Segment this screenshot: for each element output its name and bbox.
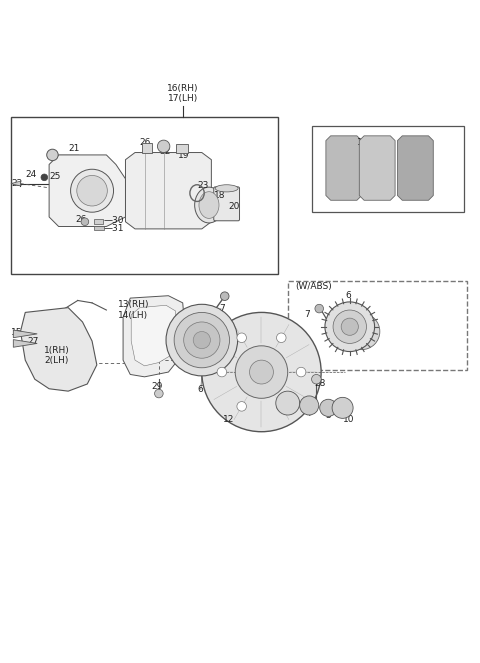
Circle shape (235, 346, 288, 398)
Circle shape (81, 218, 89, 225)
Text: 13(RH)
14(LH): 13(RH) 14(LH) (118, 300, 150, 320)
Text: 3: 3 (325, 412, 331, 420)
Text: 8: 8 (202, 318, 207, 326)
Text: 20: 20 (228, 202, 240, 211)
Ellipse shape (215, 185, 238, 192)
Text: 7: 7 (219, 304, 225, 313)
Ellipse shape (195, 187, 223, 223)
Text: 21: 21 (68, 144, 80, 152)
Circle shape (332, 397, 353, 418)
Text: 16(RH)
17(LH): 16(RH) 17(LH) (167, 84, 199, 103)
Circle shape (341, 318, 359, 335)
Polygon shape (397, 136, 433, 200)
Text: 6: 6 (197, 385, 203, 394)
Bar (176, 144, 188, 152)
Circle shape (202, 312, 321, 432)
Polygon shape (13, 330, 37, 337)
Polygon shape (125, 152, 211, 229)
Text: 5: 5 (168, 349, 174, 357)
Circle shape (276, 333, 286, 343)
Text: 32: 32 (159, 147, 170, 156)
Circle shape (325, 302, 374, 351)
Circle shape (157, 140, 170, 152)
FancyBboxPatch shape (288, 281, 467, 370)
Text: 28: 28 (314, 379, 325, 388)
Text: 24: 24 (25, 170, 36, 178)
Bar (142, 143, 152, 152)
Circle shape (184, 322, 220, 358)
Polygon shape (123, 296, 185, 377)
Circle shape (312, 375, 321, 384)
Text: 15: 15 (11, 328, 23, 337)
Text: 29: 29 (152, 382, 163, 391)
Text: 22: 22 (11, 179, 22, 188)
Text: 4: 4 (306, 409, 312, 418)
Text: 25: 25 (49, 172, 60, 181)
Circle shape (41, 174, 48, 181)
Circle shape (220, 292, 229, 300)
Text: 26: 26 (75, 215, 87, 224)
FancyBboxPatch shape (214, 187, 240, 221)
Text: 27: 27 (28, 337, 39, 346)
Circle shape (344, 314, 380, 349)
Circle shape (237, 333, 246, 343)
Circle shape (71, 169, 114, 212)
Circle shape (47, 149, 58, 160)
Text: 9: 9 (284, 404, 289, 413)
Circle shape (193, 332, 210, 349)
Circle shape (166, 304, 238, 376)
Circle shape (300, 396, 319, 415)
Text: 11: 11 (357, 139, 369, 147)
Circle shape (315, 304, 324, 313)
Text: 10: 10 (343, 415, 354, 424)
Text: 12: 12 (223, 415, 235, 424)
Polygon shape (360, 136, 395, 200)
Circle shape (333, 310, 366, 343)
Polygon shape (131, 305, 177, 366)
Polygon shape (21, 308, 97, 391)
Text: 19: 19 (178, 151, 190, 160)
Circle shape (296, 367, 306, 377)
Text: (W/ABS): (W/ABS) (295, 282, 332, 290)
Text: 18: 18 (214, 192, 225, 200)
Text: 6: 6 (345, 291, 351, 300)
Bar (95, 226, 104, 230)
Circle shape (217, 367, 227, 377)
Bar (95, 219, 103, 223)
Text: —31: —31 (104, 224, 124, 233)
Text: 23: 23 (197, 182, 208, 190)
Circle shape (77, 176, 108, 206)
Circle shape (276, 391, 300, 415)
Polygon shape (11, 181, 21, 186)
Bar (11, 117, 278, 274)
Ellipse shape (199, 192, 219, 218)
Polygon shape (326, 136, 362, 200)
Circle shape (320, 399, 337, 416)
Text: 26: 26 (140, 139, 151, 147)
Circle shape (276, 402, 286, 411)
Circle shape (174, 312, 229, 368)
Polygon shape (13, 339, 37, 347)
Bar (312, 126, 464, 212)
Polygon shape (49, 155, 125, 227)
Circle shape (250, 360, 274, 384)
Circle shape (155, 389, 163, 398)
Text: —30: —30 (104, 216, 124, 225)
Circle shape (237, 402, 246, 411)
Text: 7: 7 (304, 310, 310, 320)
Text: 1(RH)
2(LH): 1(RH) 2(LH) (44, 345, 70, 365)
